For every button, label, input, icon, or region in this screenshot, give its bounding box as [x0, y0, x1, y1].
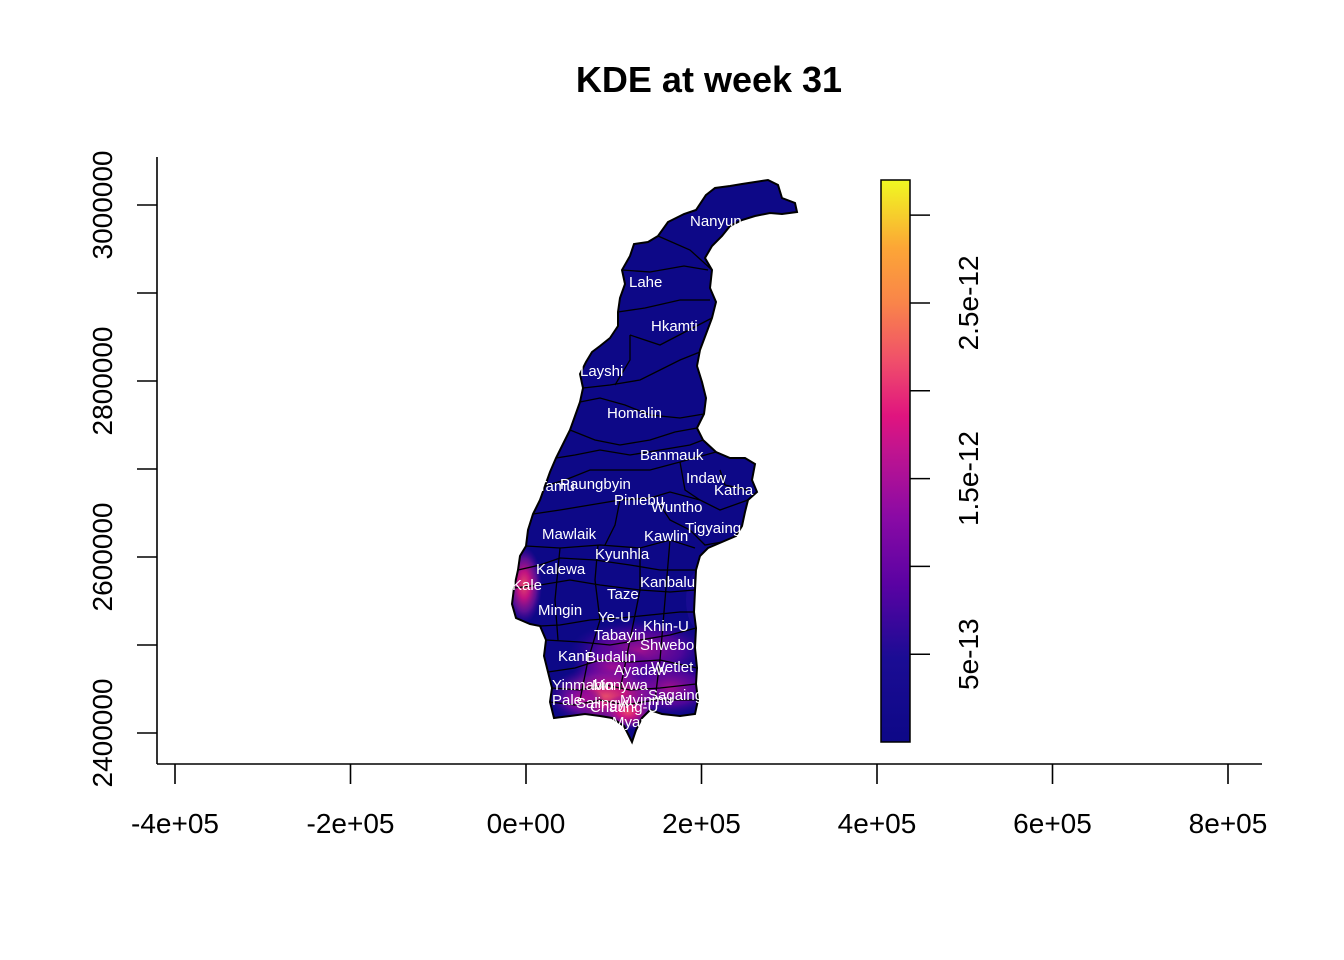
y-tick-label: 2400000: [87, 678, 118, 787]
region-labels: Nanyun Lahe Hkamti Layshi Homalin Banmauk Inda…: [512, 213, 754, 731]
colorbar-legend: 5e-13 1.5e-12 2.5e-12: [880, 179, 984, 743]
region-label: Budalin: [586, 649, 636, 666]
region-label: Homalin: [607, 405, 662, 422]
region-label: Lahe: [629, 274, 662, 291]
region-label: Katha: [714, 482, 754, 499]
colorbar-tick-label: 2.5e-12: [953, 255, 984, 350]
region-label: Chaung-U: [590, 699, 658, 716]
region-label: Wetlet: [651, 659, 694, 676]
region-label: Taze: [607, 586, 639, 603]
region-label: Sagaing: [648, 687, 703, 704]
colorbar-tick-label: 1.5e-12: [953, 431, 984, 526]
x-tick-label: 4e+05: [838, 808, 917, 839]
x-tick-label: 0e+00: [487, 808, 566, 839]
region-label: Pale: [552, 692, 582, 709]
region-label: Kawlin: [644, 528, 688, 545]
region-label: Layshi: [580, 363, 623, 380]
x-tick-label: 6e+05: [1013, 808, 1092, 839]
region-label: Kanbalu: [640, 574, 695, 591]
colorbar-tick-label: 5e-13: [953, 618, 984, 690]
x-axis-ticks: -4e+05 -2e+05 0e+00 2e+05 4e+05 6e+05 8e+05: [131, 764, 1267, 839]
region-label: Salingyi: [576, 695, 629, 712]
region-label: Myinmu: [620, 692, 673, 709]
x-tick-label: -2e+05: [307, 808, 395, 839]
region-label: Tabayin: [594, 627, 646, 644]
region-label: Kale: [512, 577, 542, 594]
region-label: Mingin: [538, 602, 582, 619]
x-tick-label: -4e+05: [131, 808, 219, 839]
region-label: Yinmabin: [552, 677, 614, 694]
region-label: Monywa: [592, 677, 649, 694]
region-label: Paungbyin: [560, 476, 631, 493]
y-tick-label: 3000000: [87, 150, 118, 259]
x-tick-label: 8e+05: [1189, 808, 1268, 839]
region-label: Pinlebu: [614, 492, 664, 509]
colorbar: [880, 179, 911, 743]
township-boundaries: [513, 235, 749, 706]
y-tick-label: 2800000: [87, 326, 118, 435]
region-label: Indaw: [686, 470, 726, 487]
chart-title: KDE at week 31: [576, 59, 842, 100]
y-tick-label: 2600000: [87, 502, 118, 611]
region-label: Tamu: [538, 478, 575, 495]
region-label: Hkamti: [651, 318, 698, 335]
region-label: Tigyaing: [685, 520, 741, 537]
region-label: Kalewa: [536, 561, 586, 578]
region-label: Kyunhla: [595, 546, 650, 563]
y-axis-ticks: 2400000 2600000 2800000 3000000: [87, 150, 157, 788]
region-label: Wuntho: [651, 499, 702, 516]
map-region: Nanyun Lahe Hkamti Layshi Homalin Banmauk Inda…: [511, 179, 798, 743]
region-label: Kani: [558, 648, 588, 665]
region-label: Myaung: [612, 714, 665, 731]
x-tick-label: 2e+05: [662, 808, 741, 839]
region-label: Ayadaw: [614, 662, 667, 679]
region-label: Banmauk: [640, 447, 704, 464]
colorbar-ticks: 5e-13 1.5e-12 2.5e-12: [910, 214, 984, 690]
region-label: Nanyun: [690, 213, 742, 230]
region-label: Mawlaik: [542, 526, 597, 543]
region-label: Khin-U: [643, 618, 689, 635]
region-label: Ye-U: [598, 609, 631, 626]
region-label: Shwebo: [640, 637, 694, 654]
